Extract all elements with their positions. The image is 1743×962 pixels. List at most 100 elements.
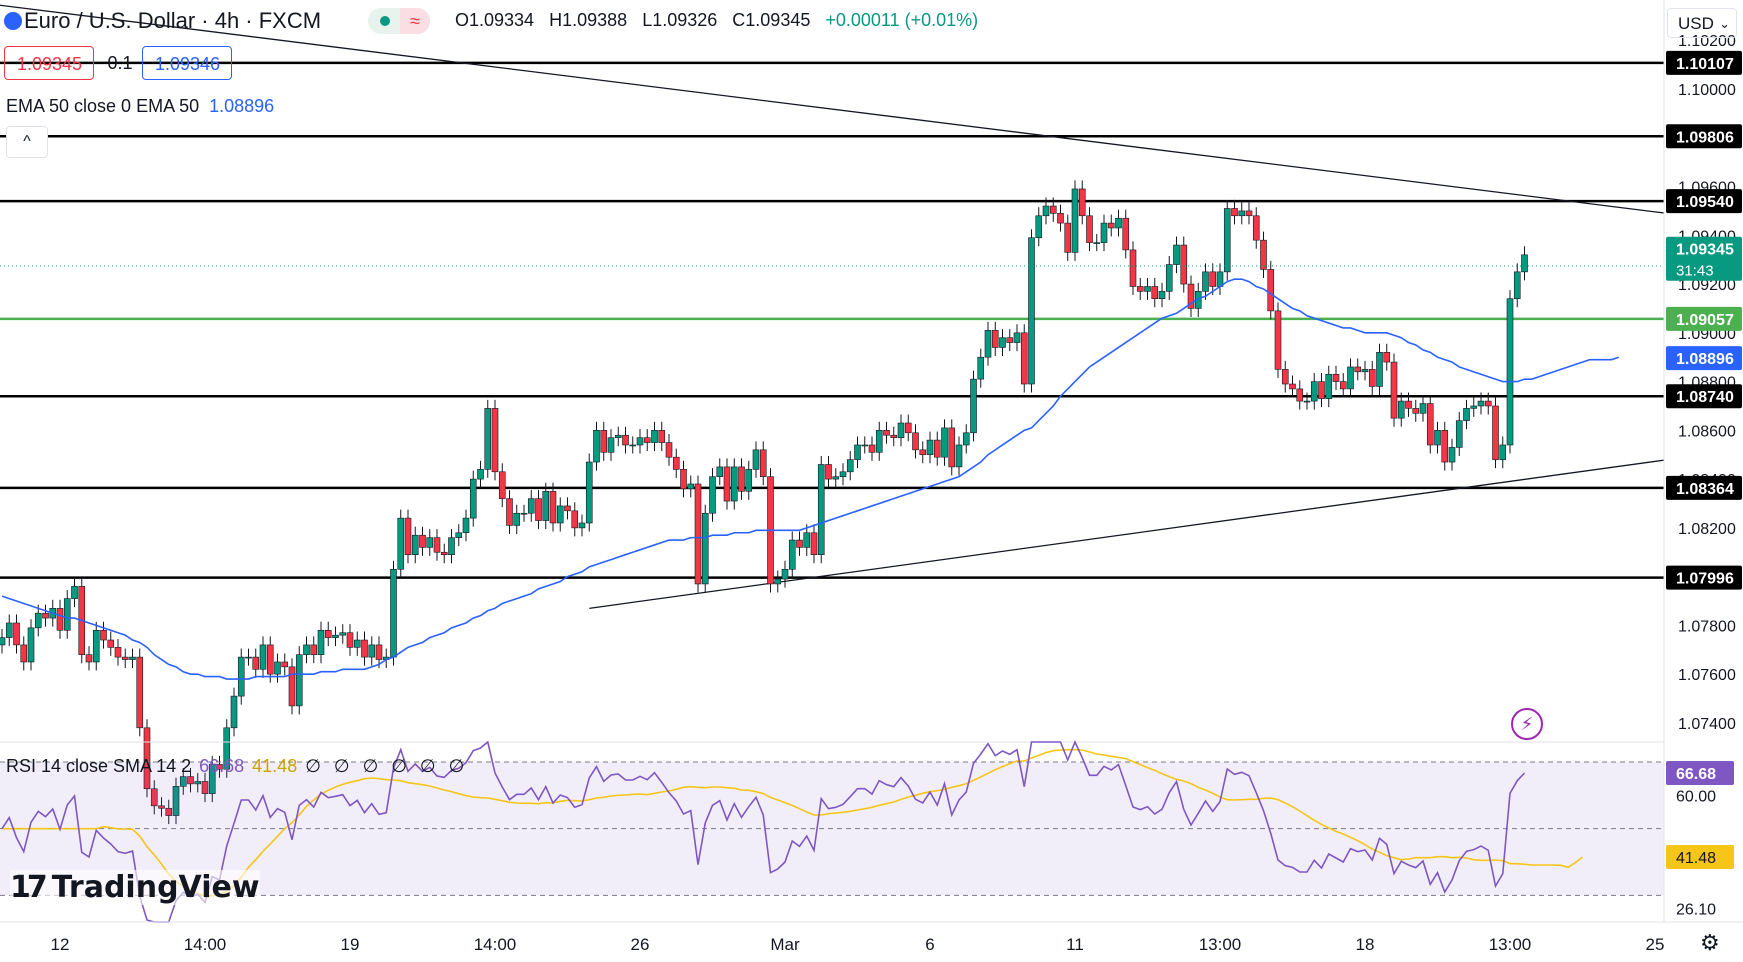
current-price-tag [1666, 236, 1742, 281]
candle-down [549, 482, 557, 532]
candle-body [165, 807, 173, 816]
candle-body [629, 444, 637, 447]
candle-body [324, 629, 332, 638]
market-status-pill[interactable]: ≈ [368, 8, 430, 34]
candle-down [658, 421, 666, 452]
rsi-sma-value-tag [1666, 845, 1734, 869]
candle-up [651, 421, 658, 452]
ema-legend[interactable]: EMA 50 close 0 EMA 50 1.08896 [6, 96, 274, 117]
candle-down [491, 399, 499, 481]
candle-down [440, 543, 448, 564]
rsi-value-tag [1666, 761, 1734, 785]
candle-body [1492, 405, 1499, 460]
level-price-tag [1666, 306, 1742, 331]
candle-body [71, 586, 78, 599]
candle-up [1506, 290, 1514, 454]
candle-up [353, 631, 361, 656]
candle-body [520, 512, 528, 515]
candle-down [796, 531, 803, 556]
candle-body [904, 422, 912, 434]
settings-icon[interactable]: ⚙ [1700, 930, 1720, 955]
candle-down [810, 524, 818, 564]
candle-down [143, 719, 151, 798]
rsi-tick-label: 60.00 [1676, 788, 1716, 805]
candle-down [890, 426, 898, 447]
currency-dropdown[interactable]: USD ⌄ [1667, 8, 1737, 38]
candle-down [498, 463, 506, 508]
currency-label: USD [1678, 14, 1714, 33]
candle-up [941, 419, 948, 466]
candle-down [1332, 365, 1340, 391]
candle-up [92, 621, 100, 671]
candle-body [571, 510, 579, 529]
tradingview-logo[interactable]: 17 TradingView [10, 870, 260, 905]
candle-down [1318, 373, 1325, 408]
candle-body [288, 666, 296, 707]
candle-body [839, 471, 847, 477]
candle-body [1281, 369, 1289, 385]
candle-up [962, 424, 970, 454]
candle-up [1165, 256, 1173, 300]
candle-body [738, 466, 745, 492]
candle-down [1151, 277, 1159, 308]
candle-body [875, 430, 883, 453]
candle-down [288, 658, 296, 715]
candle-down [1086, 207, 1093, 252]
level-price-label: 1.08740 [1676, 389, 1734, 406]
candle-up [1419, 394, 1427, 422]
candle-body [1231, 208, 1238, 217]
price-axis: 1.102001.100001.096001.094001.092001.090… [1663, 0, 1743, 962]
candle-body [179, 776, 187, 787]
candle-body [1303, 400, 1311, 403]
rsi-sma-legend-value: 41.48 [252, 756, 298, 776]
ema-legend-value: 1.08896 [209, 96, 275, 116]
time-tick-label: 25 [1646, 935, 1665, 954]
collapse-legend-button[interactable]: ^ [6, 126, 48, 158]
candle-up [462, 509, 470, 542]
candle-body [854, 444, 861, 460]
candle-up [27, 619, 35, 671]
candle-body [1448, 447, 1456, 463]
rsi-legend[interactable]: RSI 14 close SMA 14 2 66.68 41.48 ∅ ∅ ∅ ∅ ∅… [6, 756, 468, 777]
candle-body [172, 786, 180, 816]
flash-icon[interactable]: ⚡ [1511, 708, 1543, 740]
time-tick-label: 13:00 [1489, 935, 1532, 954]
candle-body [1470, 405, 1478, 409]
candle-up [629, 436, 637, 454]
candle-body [1006, 337, 1014, 343]
candle-down [404, 509, 412, 564]
candle-body [1332, 373, 1340, 382]
buy-button[interactable]: 1.09346 [142, 46, 232, 80]
candle-body [1347, 366, 1354, 390]
candle-down [1107, 214, 1115, 237]
market-open-icon [380, 16, 390, 26]
candle-up [477, 460, 484, 488]
candle-body [745, 469, 753, 492]
candle-up [63, 590, 71, 639]
candle-body [1028, 237, 1035, 385]
candle-body [208, 764, 216, 794]
candle-down [948, 419, 956, 476]
candle-body [1245, 210, 1253, 217]
time-axis: 12 14:00 19 14:00 26 Mar 6 11 13:00 18 13:00 25 [0, 921, 1743, 954]
candle-up [1347, 358, 1354, 398]
candle-body [1419, 403, 1427, 414]
sell-button[interactable]: 1.09345 [4, 46, 94, 80]
ema-legend-label: EMA 50 close 0 EMA 50 [6, 96, 200, 116]
candles [0, 180, 1528, 825]
candle-body [1499, 444, 1507, 460]
candle-down [42, 604, 49, 627]
candle-down [1412, 399, 1420, 422]
ohlc-close: C1.09345 [732, 10, 811, 30]
candle-down [361, 631, 368, 666]
candle-up [303, 636, 310, 664]
candle-down [107, 631, 115, 656]
symbol-title[interactable]: Euro / U.S. Dollar · 4h · FXCM [24, 8, 322, 33]
candle-body [1289, 383, 1296, 390]
candle-up [34, 604, 42, 637]
candle-down [56, 599, 64, 639]
candle-body [1078, 188, 1086, 217]
candle-up [5, 614, 13, 647]
